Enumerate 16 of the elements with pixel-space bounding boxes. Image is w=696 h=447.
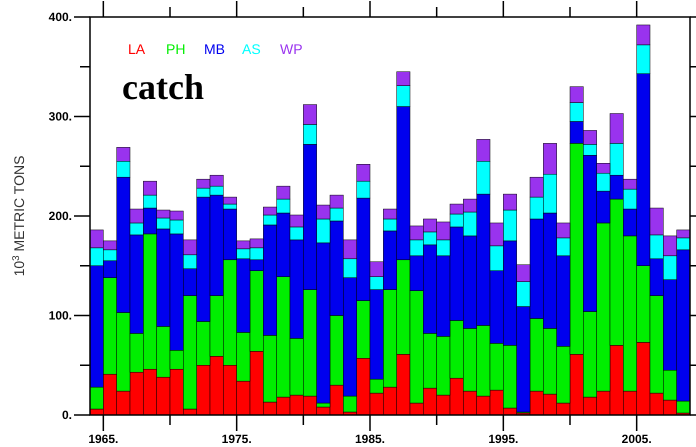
- text: LA: [128, 41, 146, 57]
- y-tick-label: 100.: [48, 308, 72, 323]
- text: AS: [242, 41, 261, 57]
- y-tick-label: 0.: [62, 408, 72, 422]
- y-tick-label: 400.: [48, 10, 72, 24]
- y-tick-label: 300.: [48, 110, 72, 124]
- x-tick-label: 2005.: [622, 432, 652, 446]
- text: MB: [204, 41, 225, 57]
- text: PH: [166, 41, 186, 57]
- y-tick-label: 200.: [48, 209, 72, 224]
- text: catch: [122, 67, 204, 107]
- text: WP: [280, 41, 303, 57]
- x-tick-label: 1995.: [488, 432, 518, 446]
- x-tick-label: 1985.: [354, 432, 386, 446]
- x-tick-label: 1975.: [222, 432, 252, 446]
- x-tick-label: 1965.: [88, 432, 118, 446]
